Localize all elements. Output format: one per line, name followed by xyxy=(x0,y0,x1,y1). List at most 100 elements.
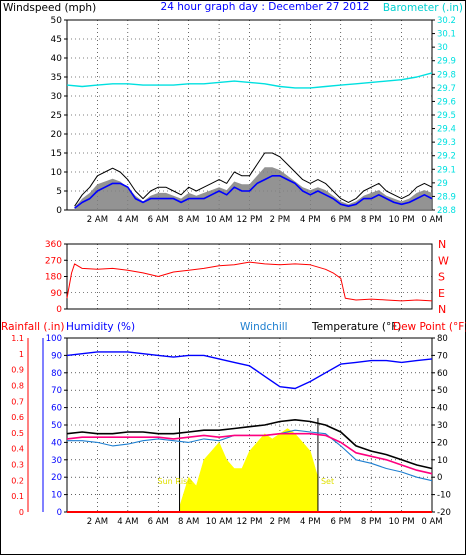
compass-label: E xyxy=(438,287,445,300)
barometer-line xyxy=(66,72,433,89)
temperature-tick-label: 10 xyxy=(437,456,448,466)
barometer-tick-label: 29.4 xyxy=(437,125,456,135)
temperature-tick-label: 30 xyxy=(437,421,448,431)
rainfall-tick-label: 0.9 xyxy=(11,366,24,375)
temperature-tick-label: 80 xyxy=(437,334,448,344)
compass-label: W xyxy=(438,254,449,267)
wind-time-label: 8 PM xyxy=(361,215,382,225)
barometer-tick-label: 29.8 xyxy=(437,70,456,80)
temperature-time-label: 12 PM xyxy=(237,517,263,527)
rainfall-tick-label: 1 xyxy=(19,350,24,359)
sunset-label: Set xyxy=(321,477,334,486)
barometer-tick-label: 29.7 xyxy=(437,84,456,94)
direction-tick-label: 360 xyxy=(45,240,62,250)
rainfall-tick-label: 0.3 xyxy=(11,461,24,470)
windspeed-tick-label: 50 xyxy=(51,16,63,26)
rainfall-tick-label: 0.4 xyxy=(11,445,24,454)
humidity-line xyxy=(66,351,433,390)
wind-time-label: 0 AM xyxy=(421,215,442,225)
barometer-tick-label: 28.8 xyxy=(437,206,456,216)
temperature-tick-label: 20 xyxy=(437,438,448,448)
humidity-tick-label: 10 xyxy=(51,491,62,501)
barometer-axis-label: Barometer (.in) xyxy=(383,2,463,14)
barometer-tick-label: 30.2 xyxy=(437,16,456,26)
windspeed-axis-label: Windspeed (mph) xyxy=(3,2,96,14)
wind-time-label: 6 AM xyxy=(148,215,169,225)
barometer-tick-label: 29.5 xyxy=(437,111,456,121)
temperature-time-label: 0 AM xyxy=(421,517,442,527)
humidity-tick-label: 60 xyxy=(51,404,62,414)
temperature-time-label: 2 AM xyxy=(87,517,108,527)
rainfall-tick-label: 0 xyxy=(19,508,24,517)
temperature-time-label: 10 PM xyxy=(389,517,415,527)
wind-time-label: 6 PM xyxy=(330,215,351,225)
windspeed-tick-label: 20 xyxy=(51,130,63,140)
temperature-time-label: 10 AM xyxy=(206,517,233,527)
compass-label: N xyxy=(438,303,446,316)
temperature-line xyxy=(66,418,433,470)
temperature-tick-label: -20 xyxy=(437,508,451,518)
windchill-label: Windchill xyxy=(240,321,288,333)
windspeed-tick-label: 45 xyxy=(51,35,62,45)
windspeed-tick-label: 30 xyxy=(51,92,63,102)
humidity-tick-label: 50 xyxy=(51,421,62,431)
barometer-tick-label: 29.1 xyxy=(437,165,456,175)
compass-label: N xyxy=(438,238,446,251)
wind-time-label: 2 PM xyxy=(270,215,291,225)
temperature-panel: 0 0.1 0.2 0.3 0.4 0.5 0.6 0.7 0.8 0.9 1 1.1 0 10 20 30 4… xyxy=(11,334,451,527)
barometer-tick-label: 29.6 xyxy=(437,97,456,107)
barometer-tick-label: 29.2 xyxy=(437,152,456,162)
rainfall-tick-label: 0.1 xyxy=(11,492,24,501)
temperature-tick-label: 40 xyxy=(437,404,448,414)
wind-time-label: 10 PM xyxy=(389,215,415,225)
windspeed-tick-label: 0 xyxy=(56,206,62,216)
temperature-axis-label: Temperature (°F) xyxy=(311,321,401,333)
windspeed-tick-label: 5 xyxy=(56,187,62,197)
rainfall-axis-label: Rainfall (.in) xyxy=(1,321,64,333)
direction-tick-label: 0 xyxy=(56,305,62,315)
direction-tick-label: 90 xyxy=(51,289,63,299)
humidity-tick-label: 40 xyxy=(51,438,62,448)
direction-tick-label: 180 xyxy=(45,273,62,283)
wind-direction-line xyxy=(66,261,433,302)
barometer-tick-label: 28.9 xyxy=(437,192,456,202)
humidity-tick-label: 90 xyxy=(51,351,62,361)
compass-label: S xyxy=(438,271,445,284)
wind-time-label: 4 PM xyxy=(300,215,321,225)
wind-average-line xyxy=(74,175,433,209)
rainfall-tick-label: 0.8 xyxy=(11,381,24,390)
rainfall-tick-label: 0.7 xyxy=(11,397,24,406)
temperature-tick-label: 60 xyxy=(437,369,448,379)
humidity-tick-label: 30 xyxy=(51,456,62,466)
temperature-time-label: 8 PM xyxy=(361,517,382,527)
graph-title: 24 hour graph day : December 27 2012 xyxy=(161,1,370,13)
rainfall-tick-label: 1.1 xyxy=(11,334,24,343)
rainfall-tick-label: 0.2 xyxy=(11,476,24,485)
wind-gust-line xyxy=(74,152,433,207)
windspeed-tick-label: 15 xyxy=(51,149,62,159)
barometer-tick-label: 30.1 xyxy=(437,30,456,40)
temperature-tick-label: 0 xyxy=(437,473,442,483)
barometer-tick-label: 29.9 xyxy=(437,57,456,67)
humidity-tick-label: 80 xyxy=(51,369,62,379)
dewpoint-axis-label: Dew Point (°F) xyxy=(393,321,466,333)
solar-area xyxy=(179,428,319,513)
barometer-tick-label: 30 xyxy=(437,43,448,53)
barometer-tick-label: 29.3 xyxy=(437,138,456,148)
rainfall-tick-label: 0.5 xyxy=(11,429,24,438)
windspeed-tick-label: 35 xyxy=(51,73,62,83)
humidity-axis-label: Humidity (%) xyxy=(66,321,135,333)
wind-time-label: 8 AM xyxy=(178,215,199,225)
wind-time-label: 10 AM xyxy=(206,215,233,225)
temperature-time-label: 4 AM xyxy=(117,517,138,527)
humidity-tick-label: 100 xyxy=(46,334,62,344)
temperature-time-label: 6 AM xyxy=(148,517,169,527)
temperature-tick-label: -10 xyxy=(437,491,451,501)
temperature-time-label: 6 PM xyxy=(330,517,351,527)
direction-tick-label: 270 xyxy=(45,256,62,266)
wind-time-label: 2 AM xyxy=(87,215,108,225)
